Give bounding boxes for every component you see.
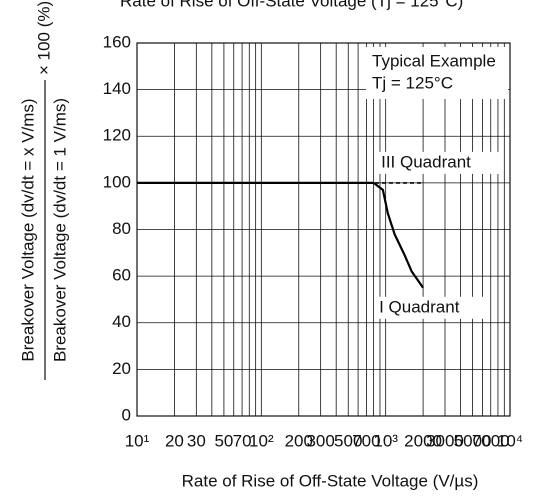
x-tick-label: 10¹ — [125, 431, 150, 450]
x-tick-label: 3000 — [426, 431, 464, 450]
x-tick-label: 700 — [352, 431, 380, 450]
y-axis-label: Breakover Voltage (dv/dt = x V/ms) Break… — [18, 1, 69, 380]
y-label-numerator: Breakover Voltage (dv/dt = x V/ms) — [18, 98, 37, 361]
x-axis-label: Rate of Rise of Off-State Voltage (V/µs) — [182, 471, 479, 490]
y-tick-label: 140 — [103, 79, 131, 98]
x-tick-label: 300 — [306, 431, 334, 450]
y-label-factor: × 100 (%) — [34, 1, 53, 75]
chart-title: Rate of Rise of Off-State Voltage (Tj = … — [120, 0, 463, 10]
annotation-box — [366, 47, 508, 99]
y-label-denominator: Breakover Voltage (dv/dt = 1 V/ms) — [50, 98, 69, 362]
x-tick-label: 20 — [165, 431, 184, 450]
y-tick-label: 100 — [103, 172, 131, 191]
y-tick-label: 60 — [112, 266, 131, 285]
y-tick-label: 80 — [112, 219, 131, 238]
x-tick-label: 7000 — [472, 431, 510, 450]
plot-frame — [136, 42, 511, 417]
annotation: Typical Example — [372, 51, 496, 70]
annotation: Tj = 125°C — [372, 73, 453, 92]
series-label: I Quadrant — [379, 297, 460, 316]
x-tick-label: 10³ — [373, 431, 398, 450]
x-tick-label: 30 — [187, 431, 206, 450]
series-line — [137, 181, 425, 289]
x-tick-label: 70 — [233, 431, 252, 450]
x-tick-label: 200 — [285, 431, 313, 450]
x-tick-label: 10² — [249, 431, 274, 450]
y-tick-label: 120 — [103, 126, 131, 145]
y-tick-label: 40 — [112, 312, 131, 331]
y-tick-label: 0 — [122, 405, 131, 424]
series-label: III Quadrant — [381, 152, 471, 171]
y-tick-label: 20 — [112, 359, 131, 378]
y-tick-label: 160 — [103, 32, 131, 51]
x-tick-label: 5000 — [454, 431, 492, 450]
series-label-bg — [378, 151, 501, 174]
x-tick-label: 500 — [334, 431, 362, 450]
x-tick-label: 10⁴ — [497, 431, 523, 450]
x-tick-label: 2000 — [404, 431, 442, 450]
series-label-bg — [376, 296, 485, 319]
x-tick-label: 50 — [214, 431, 233, 450]
